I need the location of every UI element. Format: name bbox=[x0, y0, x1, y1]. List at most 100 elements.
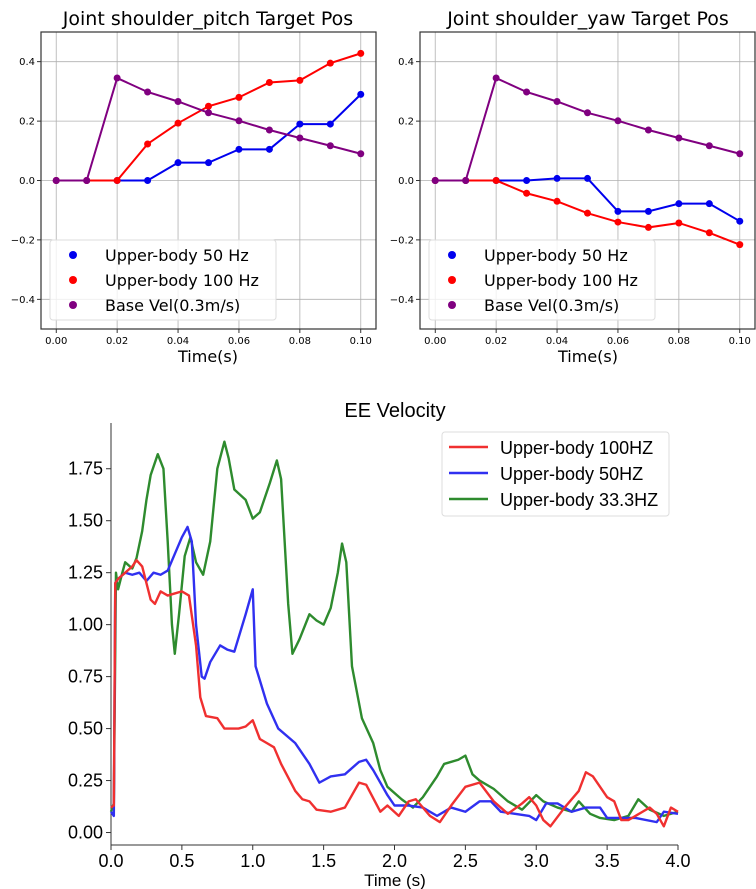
data-point bbox=[431, 177, 439, 184]
data-point bbox=[462, 177, 470, 184]
x-tick-label: 0.10 bbox=[729, 336, 751, 347]
legend-label: Upper-body 100 Hz bbox=[105, 271, 259, 290]
legend-label: Base Vel(0.3m/s) bbox=[484, 296, 619, 315]
data-point bbox=[644, 126, 652, 134]
chart-shoulder-yaw: Joint shoulder_yaw Target Pos Time(s) 0.… bbox=[390, 8, 756, 366]
x-tick-label: 3.5 bbox=[595, 851, 620, 871]
data-point bbox=[205, 109, 212, 117]
series-line bbox=[435, 76, 741, 182]
x-tick-label: 3.0 bbox=[524, 851, 549, 871]
y-tick-label: 0.25 bbox=[68, 771, 103, 791]
data-point bbox=[357, 150, 365, 158]
series-line bbox=[109, 440, 679, 822]
x-tick-label: 0.08 bbox=[668, 336, 690, 347]
data-point bbox=[144, 140, 152, 148]
data-point bbox=[144, 88, 152, 96]
x-tick-label: 0.0 bbox=[98, 851, 123, 871]
x-tick-label: 2.0 bbox=[382, 851, 407, 871]
data-point bbox=[235, 145, 243, 153]
x-tick-label: 0.00 bbox=[424, 336, 446, 347]
y-tick-label: 1.75 bbox=[68, 459, 103, 479]
data-point bbox=[614, 207, 622, 215]
y-tick-label: −0.4 bbox=[390, 295, 414, 306]
y-tick-label: −0.2 bbox=[11, 235, 35, 246]
legend-marker bbox=[69, 301, 77, 309]
data-point bbox=[326, 59, 334, 67]
x-tick-label: 1.0 bbox=[240, 851, 265, 871]
x-tick-label: 0.06 bbox=[228, 336, 250, 347]
data-point bbox=[523, 88, 531, 96]
plot-frame bbox=[40, 31, 377, 330]
x-tick-label: 0.5 bbox=[169, 851, 194, 871]
x-tick-label: 0.00 bbox=[45, 336, 67, 347]
legend-marker bbox=[69, 276, 77, 284]
x-tick-label: 0.08 bbox=[289, 336, 311, 347]
data-point bbox=[553, 174, 561, 182]
data-point bbox=[736, 150, 744, 158]
data-point bbox=[644, 207, 652, 215]
x-tick-label: 0.04 bbox=[167, 336, 189, 347]
legend-label: Upper-body 50 Hz bbox=[484, 246, 628, 265]
data-point bbox=[235, 117, 243, 125]
series-line bbox=[110, 559, 679, 828]
legend-box bbox=[49, 239, 277, 321]
legend-label: Upper-body 50 Hz bbox=[105, 246, 249, 265]
data-point bbox=[584, 109, 591, 117]
chart-title: Joint shoulder_pitch Target Pos bbox=[62, 8, 353, 30]
data-point bbox=[644, 223, 652, 231]
y-tick-label: 1.25 bbox=[68, 563, 103, 583]
data-point bbox=[174, 159, 182, 167]
data-point bbox=[296, 120, 304, 128]
data-point bbox=[326, 120, 334, 128]
data-point bbox=[705, 229, 713, 237]
data-point bbox=[174, 97, 182, 105]
legend-marker bbox=[448, 251, 456, 259]
data-point bbox=[523, 189, 531, 197]
x-tick-label: 2.5 bbox=[453, 851, 478, 871]
data-point bbox=[113, 74, 121, 82]
data-point bbox=[492, 74, 500, 82]
y-tick-label: 0.2 bbox=[398, 117, 414, 128]
data-point bbox=[675, 219, 683, 227]
chart-shoulder-pitch: Joint shoulder_pitch Target Pos Time(s) … bbox=[11, 8, 377, 366]
y-tick-label: 0.00 bbox=[68, 823, 103, 843]
x-tick-label: 0.02 bbox=[485, 336, 507, 347]
x-axis-label: Time(s) bbox=[177, 347, 238, 366]
x-tick-label: 4.0 bbox=[665, 851, 690, 871]
data-point bbox=[675, 134, 683, 142]
y-tick-label: −0.2 bbox=[390, 235, 414, 246]
data-point bbox=[296, 134, 304, 142]
y-tick-label: 0.2 bbox=[19, 117, 35, 128]
data-point bbox=[265, 145, 273, 153]
y-tick-label: 0.0 bbox=[398, 176, 414, 187]
data-point bbox=[235, 93, 243, 101]
y-tick-label: 1.50 bbox=[68, 511, 103, 531]
x-tick-label: 1.5 bbox=[311, 851, 336, 871]
plot-frame bbox=[419, 31, 756, 330]
y-tick-label: −0.4 bbox=[11, 295, 35, 306]
legend-box bbox=[441, 431, 670, 517]
y-tick-label: 0.0 bbox=[19, 176, 35, 187]
data-point bbox=[357, 49, 365, 57]
data-point bbox=[736, 241, 744, 249]
chart-title: Joint shoulder_yaw Target Pos bbox=[446, 8, 729, 30]
data-point bbox=[584, 209, 591, 217]
x-axis-label: Time (s) bbox=[364, 871, 426, 889]
data-point bbox=[265, 78, 273, 86]
data-point bbox=[736, 217, 744, 225]
data-point bbox=[205, 102, 212, 110]
data-point bbox=[523, 177, 531, 184]
x-tick-label: 0.06 bbox=[607, 336, 629, 347]
legend-box bbox=[428, 239, 656, 321]
data-point bbox=[205, 159, 212, 167]
data-point bbox=[675, 200, 683, 208]
legend-marker bbox=[69, 251, 77, 259]
data-point bbox=[584, 174, 591, 182]
x-axis-label: Time(s) bbox=[557, 347, 618, 366]
legend-marker bbox=[448, 301, 456, 309]
data-point bbox=[705, 142, 713, 150]
series-line bbox=[110, 525, 679, 824]
data-point bbox=[265, 126, 273, 134]
